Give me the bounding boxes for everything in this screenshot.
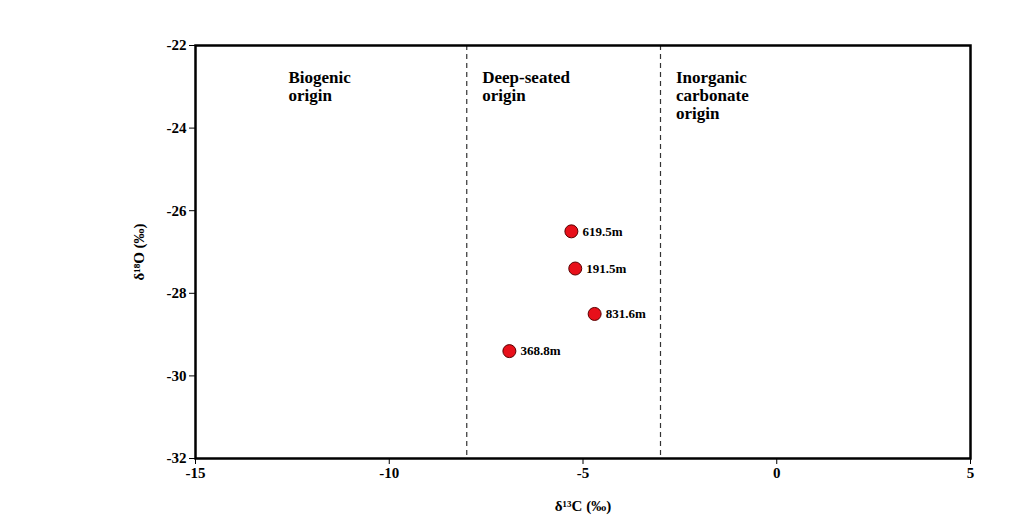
svg-text:-22: -22	[167, 37, 187, 53]
svg-text:0: 0	[773, 465, 781, 481]
svg-text:-5: -5	[577, 465, 590, 481]
svg-text:-32: -32	[167, 450, 187, 466]
svg-text:δ¹⁸O (‰): δ¹⁸O (‰)	[131, 223, 148, 280]
svg-text:619.5m: 619.5m	[582, 224, 622, 239]
svg-text:δ¹³C (‰): δ¹³C (‰)	[555, 498, 611, 515]
svg-text:368.8m: 368.8m	[520, 343, 560, 358]
svg-text:831.6m: 831.6m	[606, 306, 646, 321]
svg-text:Biogenicorigin: Biogenicorigin	[289, 68, 352, 105]
svg-text:-28: -28	[167, 285, 187, 301]
svg-text:-10: -10	[379, 465, 399, 481]
svg-text:191.5m: 191.5m	[586, 261, 626, 276]
svg-text:5: 5	[967, 465, 975, 481]
svg-text:-24: -24	[167, 120, 187, 136]
svg-text:-15: -15	[186, 465, 206, 481]
svg-text:Inorganiccarbonateorigin: Inorganiccarbonateorigin	[676, 68, 749, 123]
svg-text:Deep-seatedorigin: Deep-seatedorigin	[482, 68, 570, 105]
svg-text:-30: -30	[167, 368, 187, 384]
svg-text:-26: -26	[167, 203, 187, 219]
